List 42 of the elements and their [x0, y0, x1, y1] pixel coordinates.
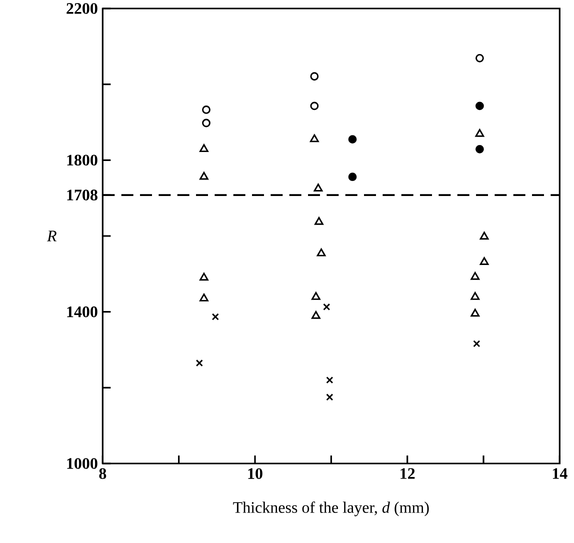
point	[475, 129, 484, 137]
point	[200, 294, 208, 302]
x-tick-label: 12	[400, 468, 415, 479]
point	[348, 135, 357, 144]
point	[200, 172, 208, 180]
point	[202, 118, 210, 128]
point	[312, 311, 320, 319]
point	[473, 340, 480, 348]
y-tick-label: 1400	[67, 306, 98, 318]
point	[310, 102, 319, 110]
point	[314, 216, 324, 225]
x-tick-label: 14	[552, 468, 568, 479]
point	[475, 54, 484, 62]
point	[200, 272, 208, 281]
point	[212, 313, 219, 320]
point	[326, 376, 334, 384]
point	[480, 232, 489, 240]
y-tick-label: 1000	[67, 458, 98, 469]
point	[323, 303, 330, 310]
point	[310, 72, 319, 81]
point	[200, 144, 208, 152]
point	[312, 292, 320, 300]
point	[196, 359, 203, 367]
y-tick-label: 1708	[67, 190, 98, 200]
point	[202, 106, 210, 114]
point	[348, 172, 357, 182]
point	[470, 308, 480, 317]
x-axis-title: Thickness of the layer, d (mm)	[233, 501, 429, 516]
point	[475, 144, 484, 154]
point	[310, 134, 319, 142]
point	[480, 257, 489, 266]
y-tick-label: 1800	[67, 154, 98, 166]
point	[314, 184, 323, 192]
point	[326, 394, 334, 401]
x-tick-label: 10	[248, 468, 262, 479]
y-tick-label: 2200	[66, 3, 98, 14]
point	[316, 248, 326, 256]
point	[470, 292, 480, 300]
point	[470, 272, 480, 280]
point	[475, 102, 484, 110]
y-axis-title: R	[46, 230, 57, 242]
x-tick-label: 8	[99, 468, 106, 479]
